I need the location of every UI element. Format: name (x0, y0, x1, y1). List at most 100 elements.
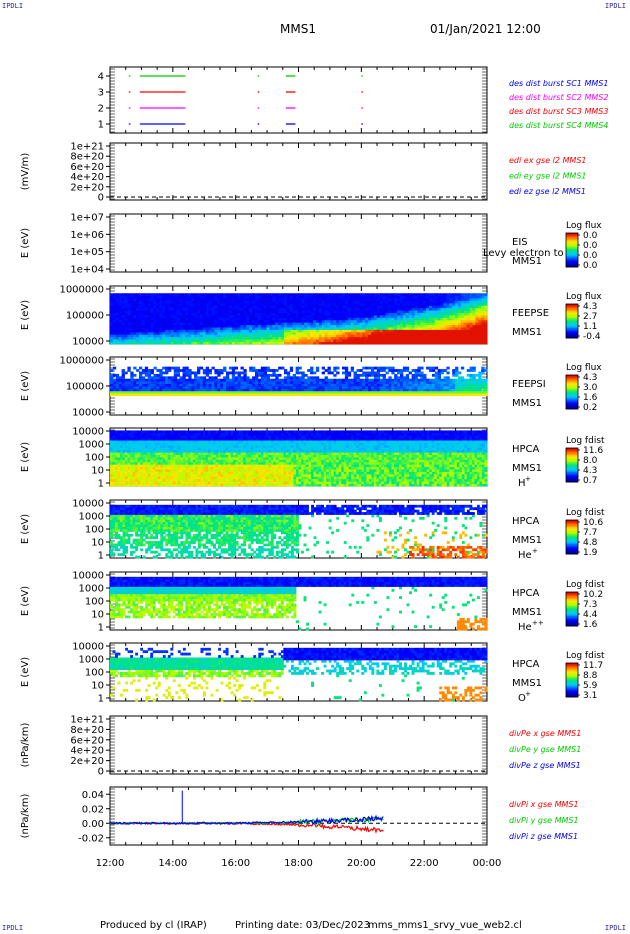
spectrogram-cell (249, 302, 253, 306)
spectrogram-cell (137, 464, 141, 468)
spectrogram-cell (226, 339, 230, 342)
spectrogram-cell (362, 336, 366, 340)
spectrogram-cell (301, 327, 305, 330)
spectrogram-cell (336, 307, 340, 311)
spectrogram-cell (307, 312, 311, 316)
spectrogram-cell (255, 376, 259, 380)
spectrogram-cell (130, 373, 134, 377)
spectrogram-cell (231, 336, 236, 340)
spectrogram-cell (417, 322, 421, 326)
spectrogram-cell (139, 366, 143, 370)
spectrogram-cell (382, 331, 386, 335)
spectrogram-cell (449, 310, 453, 313)
spectrogram-cell (327, 339, 331, 342)
spectrogram-cell (156, 293, 160, 297)
spectrogram-cell (252, 378, 256, 382)
spectrogram-cell (478, 302, 482, 306)
spectrogram-cell (249, 383, 253, 387)
spectrogram-cell (365, 376, 369, 380)
spectrogram-cell (122, 471, 126, 475)
colorbar-cell (566, 382, 578, 384)
spectrogram-cell (211, 378, 215, 382)
spectrogram-cell (434, 366, 439, 370)
spectrogram-cell (185, 393, 189, 397)
spectrogram-cell (127, 459, 131, 463)
spectrogram-cell (344, 312, 349, 316)
spectrogram-cell (266, 366, 270, 370)
spectrogram-cell (188, 331, 192, 335)
spectrogram-cell (115, 483, 118, 487)
spectrogram-cell (278, 317, 282, 321)
spectrogram-cell (310, 376, 314, 380)
spectrogram-cell (420, 307, 424, 311)
spectrogram-cell (434, 310, 439, 313)
spectrogram-cell (173, 378, 178, 382)
spectrogram-cell (466, 310, 470, 313)
spectrogram-cell (330, 317, 334, 321)
spectrogram-cell (240, 324, 244, 328)
spectrogram-cell (130, 481, 134, 484)
spectrogram-cell (417, 302, 421, 306)
spectrogram-cell (124, 334, 128, 338)
spectrogram-cell (214, 295, 218, 299)
spectrogram-cell (188, 383, 192, 387)
spectrogram-cell (211, 390, 215, 394)
spectrogram-cell (466, 388, 470, 392)
spectrogram-cell (205, 293, 209, 297)
spectrogram-cell (272, 329, 276, 333)
spectrogram-cell (379, 381, 383, 384)
spectrogram-cell (298, 329, 302, 333)
spectrogram-cell (147, 305, 151, 309)
spectrogram-cell (165, 339, 169, 342)
spectrogram-cell (478, 324, 482, 328)
spectrogram-cell (426, 298, 430, 301)
spectrogram-cell (469, 341, 473, 345)
spectrogram-cell (353, 373, 357, 377)
spectrogram-cell (150, 339, 154, 342)
spectrogram-cell (388, 339, 392, 342)
spectrogram-cell (388, 324, 392, 328)
spectrogram-cell (452, 315, 456, 318)
spectrogram-cell (240, 388, 244, 392)
spectrogram-cell (339, 388, 343, 392)
spectrogram-cell (313, 383, 317, 387)
spectrogram-cell (246, 383, 250, 387)
spectrogram-cell (371, 386, 375, 389)
spectrogram-cell (356, 300, 360, 304)
spectrogram-cell (263, 388, 267, 392)
spectrogram-cell (362, 388, 366, 392)
spectrogram-cell (211, 322, 215, 326)
spectrogram-cell (472, 381, 476, 384)
spectrogram-cell (260, 302, 265, 306)
spectrogram-cell (289, 317, 294, 321)
spectrogram-cell (124, 393, 128, 397)
spectrogram-cell (426, 334, 430, 338)
spectrogram-cell (452, 386, 456, 389)
spectrogram-cell (118, 324, 122, 328)
spectrogram-cell (417, 383, 421, 387)
spectrogram-cell (382, 336, 386, 340)
spectrogram-cell (182, 386, 186, 389)
spectrogram-cell (402, 329, 407, 333)
spectrogram-cell (269, 329, 273, 333)
spectrogram-cell (347, 310, 352, 313)
spectrogram-cell (449, 336, 453, 340)
spectrogram-cell (304, 390, 308, 394)
spectrogram-cell (478, 331, 482, 335)
spectrogram-cell (130, 327, 134, 330)
spectrogram-cell (286, 312, 291, 316)
spectrogram-cell (400, 324, 404, 328)
spectrogram-cell (133, 393, 137, 397)
spectrogram-cell (315, 336, 320, 340)
spectrogram-cell (118, 295, 122, 299)
spectrogram-cell (165, 293, 169, 297)
spectrogram-cell (475, 383, 479, 387)
spectrogram-cell (376, 324, 381, 328)
spectrogram-cell (136, 334, 140, 338)
spectrogram-cell (125, 476, 128, 480)
spectrogram-cell (231, 324, 236, 328)
colorbar-cell (566, 257, 578, 259)
spectrogram-cell (434, 383, 439, 387)
spectrogram-cell (373, 366, 378, 370)
spectrogram-cell (115, 341, 120, 345)
